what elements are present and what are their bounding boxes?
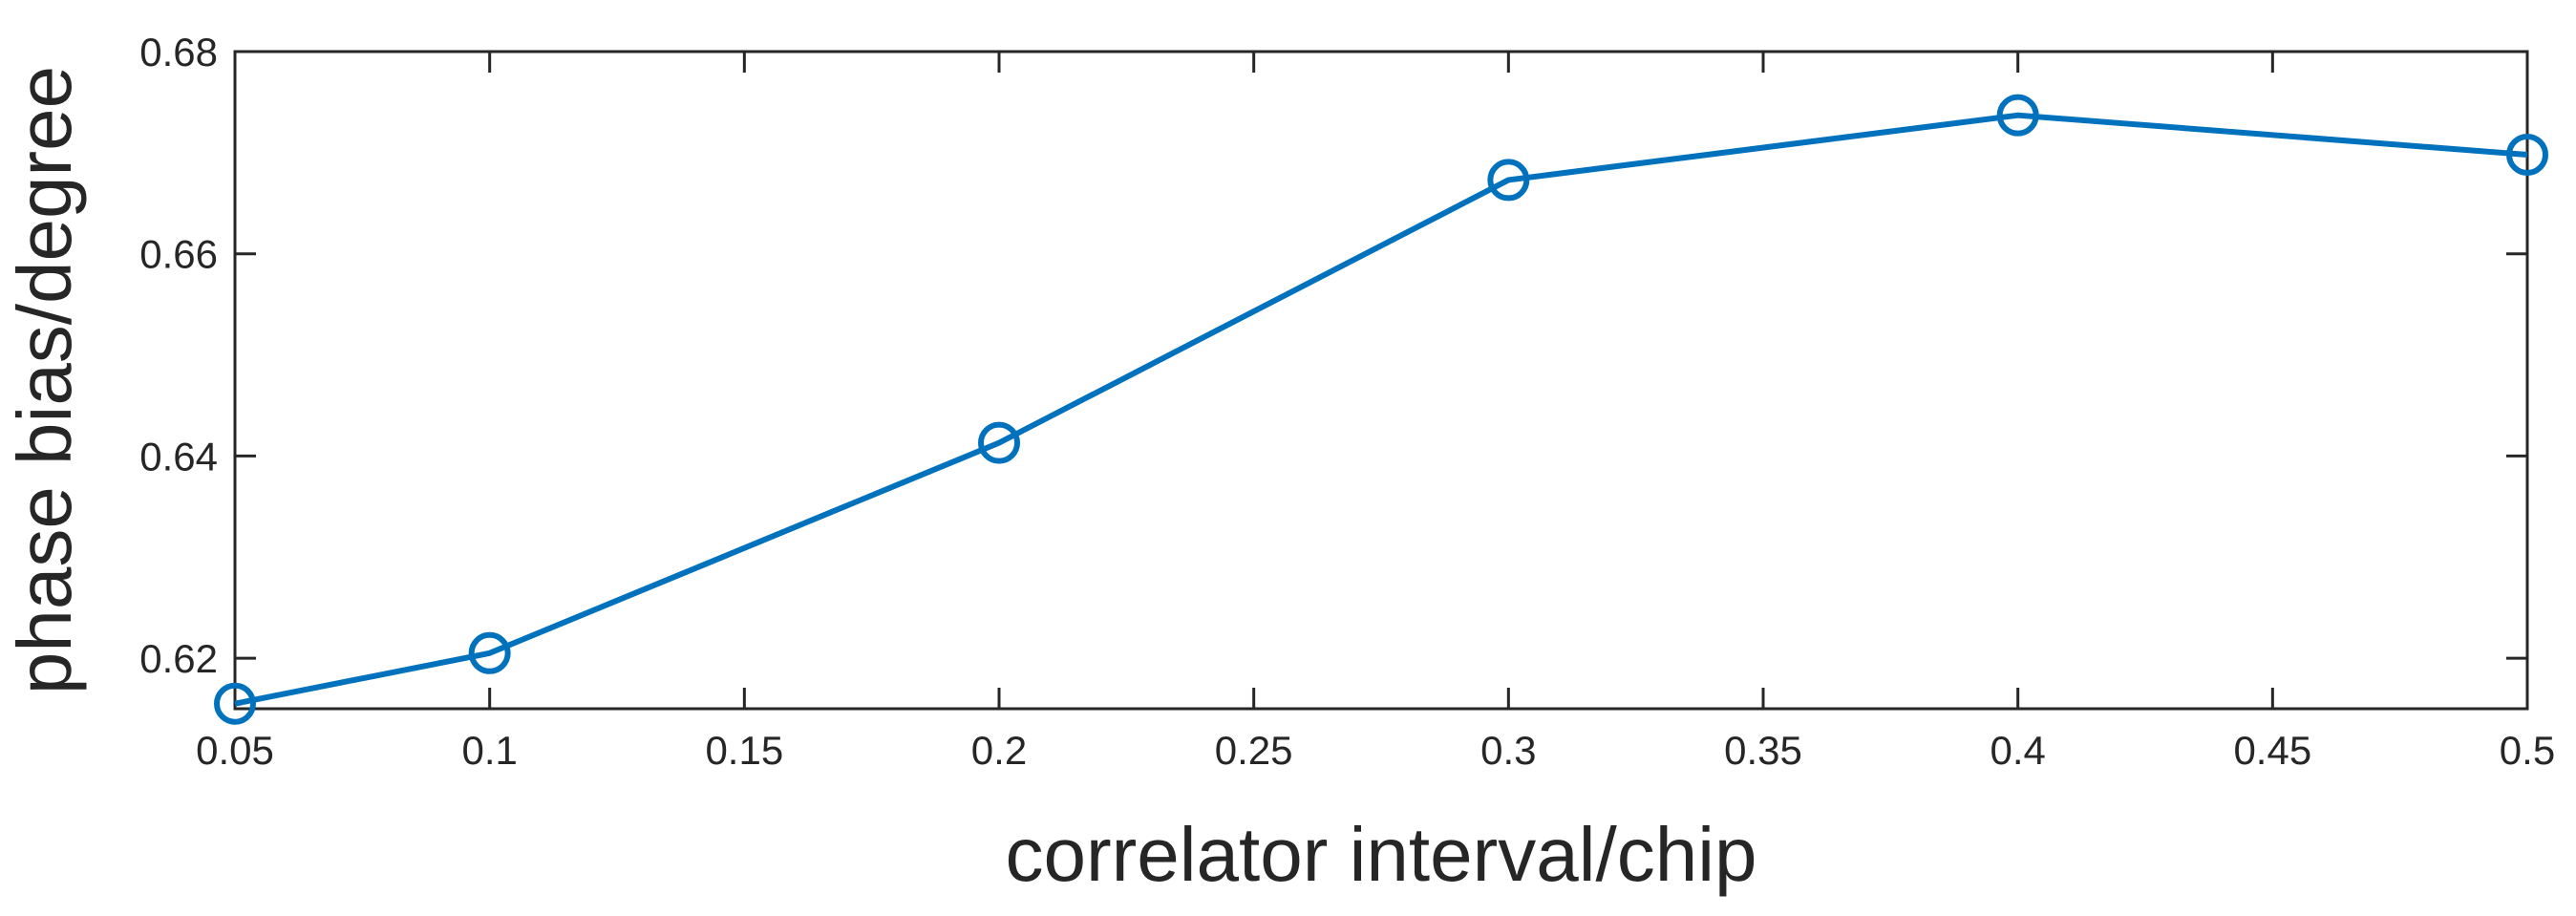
x-tick-label: 0.35 [1724,728,1802,773]
x-tick-label: 0.1 [461,728,517,773]
x-tick-label: 0.05 [196,728,274,773]
y-tick-label: 0.64 [139,434,218,479]
data-point-marker [214,682,256,725]
x-tick-label: 0.45 [2233,728,2311,773]
x-tick-label: 0.4 [1990,728,2045,773]
plot-area [233,50,2529,711]
y-axis-label: phase bias/degree [2,66,87,694]
series-layer [214,94,2548,725]
axis-ticks: 0.05 0.1 0.15 0.2 0.25 0.3 0.35 0.4 0.45 0.5 0.62 0… [139,30,2555,773]
data-point-marker [468,631,511,674]
x-tick-label: 0.15 [705,728,783,773]
data-point-marker [1996,94,2039,137]
data-point-marker [1487,159,1530,202]
x-tick-label: 0.25 [1215,728,1293,773]
x-axis-label: correlator interval/chip [1006,812,1757,897]
y-tick-label: 0.68 [139,30,218,75]
y-tick-label: 0.66 [139,232,218,277]
x-tick-label: 0.2 [971,728,1027,773]
data-point-marker [2506,133,2548,176]
y-tick-label: 0.62 [139,636,218,681]
x-tick-label: 0.5 [2500,728,2555,773]
series-line [234,112,2528,707]
data-point-marker [978,421,1020,464]
x-tick-label: 0.3 [1480,728,1536,773]
